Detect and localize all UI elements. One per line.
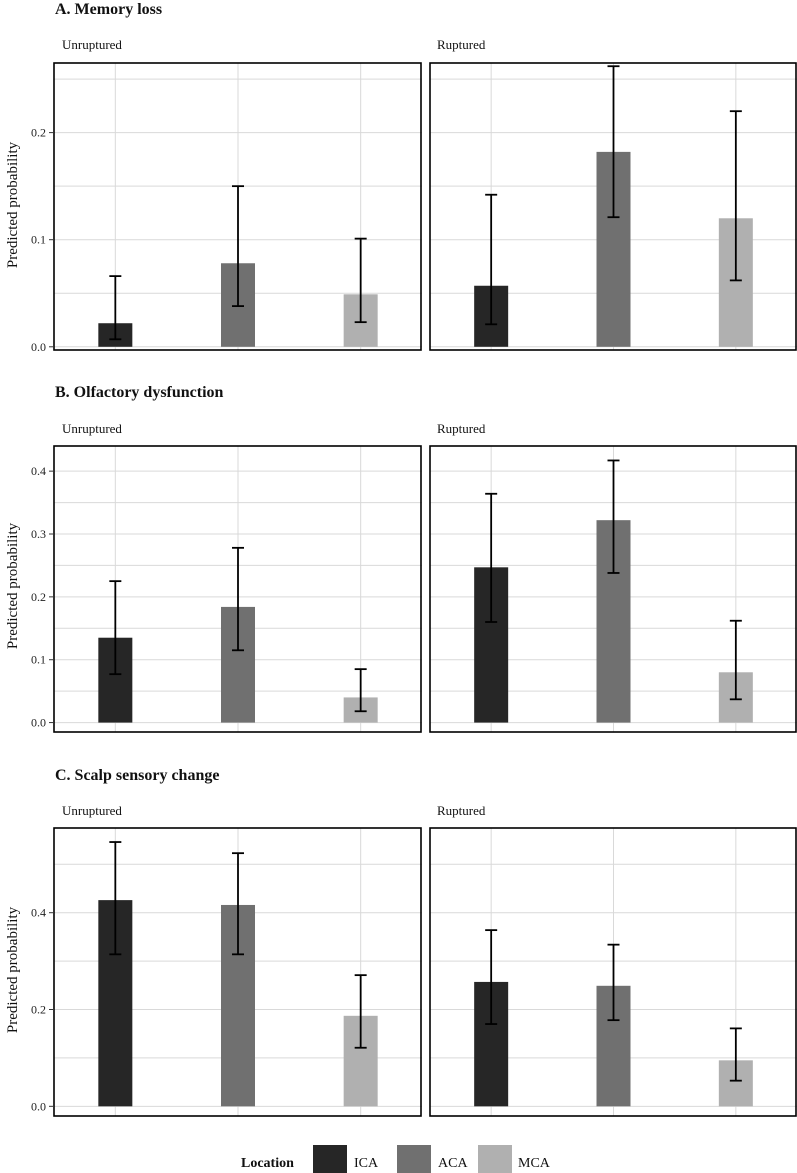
panel-a: A. Memory loss Predicted probability Unr…: [5, 1, 797, 354]
facet-border: [429, 827, 797, 1117]
facet-border: [429, 445, 797, 733]
panel-c-facet-ruptured-label: Ruptured: [437, 803, 486, 818]
panel-a-facet-unruptured-label: Unruptured: [62, 37, 122, 52]
panel-b-facet-ruptured-label: Ruptured: [437, 421, 486, 436]
facet-border: [53, 445, 422, 733]
panel-b: B. Olfactory dysfunction Predicted proba…: [5, 384, 797, 733]
panel-c-y-axis: 0.0 0.2 0.4: [31, 906, 54, 1113]
legend-swatch-aca: [397, 1145, 431, 1173]
facet-border: [429, 62, 797, 351]
panel-b-y-axis-title: Predicted probability: [5, 522, 21, 649]
panel-a-facet-ruptured-label: Ruptured: [437, 37, 486, 52]
y-tick-label: 0.2: [31, 126, 46, 140]
legend-swatch-ica: [313, 1145, 347, 1173]
panel-c: C. Scalp sensory change Predicted probab…: [5, 767, 797, 1117]
y-tick-label: 0.0: [31, 716, 46, 730]
y-tick-label: 0.3: [31, 527, 46, 541]
facet-border: [53, 827, 422, 1117]
y-tick-label: 0.2: [31, 1003, 46, 1017]
legend: Location ICA ACA MCA: [241, 1145, 551, 1173]
legend-swatch-mca: [478, 1145, 512, 1173]
panel-a-facet-unruptured: [53, 62, 422, 351]
panel-a-facet-ruptured: [429, 62, 797, 351]
legend-label-ica: ICA: [354, 1156, 379, 1171]
panel-b-y-axis: 0.0 0.1 0.2 0.3 0.4: [31, 464, 54, 730]
y-tick-label: 0.0: [31, 1099, 46, 1113]
facet-border: [53, 62, 422, 351]
legend-label-aca: ACA: [438, 1156, 468, 1171]
panel-a-y-axis-title: Predicted probability: [5, 141, 21, 268]
panel-b-facet-ruptured: [429, 445, 797, 733]
panel-c-facet-unruptured-label: Unruptured: [62, 803, 122, 818]
y-tick-label: 0.1: [31, 233, 46, 247]
y-tick-label: 0.0: [31, 340, 46, 354]
y-tick-label: 0.2: [31, 590, 46, 604]
y-tick-label: 0.1: [31, 653, 46, 667]
panel-c-y-axis-title: Predicted probability: [5, 906, 21, 1033]
panel-b-facet-unruptured-label: Unruptured: [62, 421, 122, 436]
panel-b-facet-unruptured: [53, 445, 422, 733]
panel-c-title: C. Scalp sensory change: [55, 767, 219, 784]
legend-title: Location: [241, 1156, 294, 1171]
y-tick-label: 0.4: [31, 906, 46, 920]
panel-a-title: A. Memory loss: [55, 1, 162, 18]
y-tick-label: 0.4: [31, 464, 46, 478]
panel-c-facet-ruptured: [429, 827, 797, 1117]
panel-c-facet-unruptured: [53, 827, 422, 1117]
panel-b-title: B. Olfactory dysfunction: [55, 384, 224, 401]
panel-a-y-axis: 0.0 0.1 0.2: [31, 126, 54, 354]
legend-label-mca: MCA: [518, 1156, 551, 1171]
